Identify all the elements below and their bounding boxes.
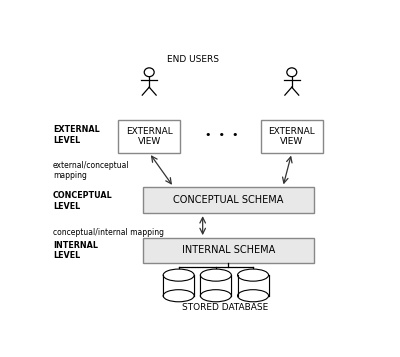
Text: conceptual/internal mapping: conceptual/internal mapping <box>53 228 164 237</box>
Polygon shape <box>163 275 194 296</box>
Text: INTERNAL SCHEMA: INTERNAL SCHEMA <box>182 245 275 255</box>
Text: EXTERNAL
LEVEL: EXTERNAL LEVEL <box>53 125 100 145</box>
Ellipse shape <box>163 269 194 281</box>
Ellipse shape <box>200 290 231 302</box>
Text: •  •  •: • • • <box>205 130 239 140</box>
Text: END USERS: END USERS <box>166 55 218 64</box>
Bar <box>143 238 314 263</box>
Ellipse shape <box>200 269 231 281</box>
Polygon shape <box>200 275 231 296</box>
Text: EXTERNAL
VIEW: EXTERNAL VIEW <box>268 127 315 146</box>
Ellipse shape <box>238 269 268 281</box>
Bar <box>118 120 180 153</box>
Text: external/conceptual
mapping: external/conceptual mapping <box>53 161 130 180</box>
Bar <box>261 120 323 153</box>
Text: INTERNAL
LEVEL: INTERNAL LEVEL <box>53 241 98 260</box>
Text: CONCEPTUAL
LEVEL: CONCEPTUAL LEVEL <box>53 191 113 211</box>
Text: STORED DATABASE: STORED DATABASE <box>182 303 268 312</box>
Text: EXTERNAL
VIEW: EXTERNAL VIEW <box>126 127 172 146</box>
Ellipse shape <box>163 290 194 302</box>
Text: CONCEPTUAL SCHEMA: CONCEPTUAL SCHEMA <box>173 195 284 205</box>
Bar <box>143 187 314 213</box>
Ellipse shape <box>238 290 268 302</box>
Polygon shape <box>238 275 268 296</box>
